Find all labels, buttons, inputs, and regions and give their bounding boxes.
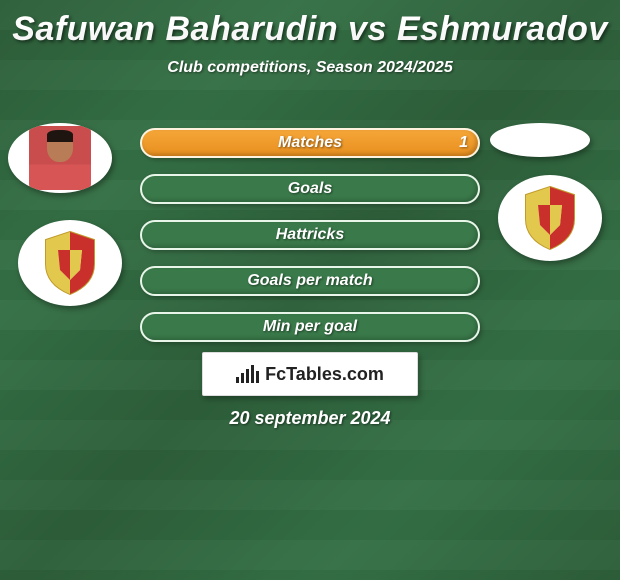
stat-label: Goals per match: [247, 272, 372, 290]
branding-text: FcTables.com: [265, 364, 384, 385]
stat-label: Hattricks: [276, 226, 344, 244]
stat-row-goals: Goals: [0, 166, 620, 212]
stat-row-hattricks: Hattricks: [0, 212, 620, 258]
stat-label: Matches: [278, 134, 342, 152]
page-title: Safuwan Baharudin vs Eshmuradov: [0, 0, 620, 49]
stat-label: Goals: [288, 180, 332, 198]
stat-label: Min per goal: [263, 318, 357, 336]
stat-row-matches: Matches 1: [0, 120, 620, 166]
page-subtitle: Club competitions, Season 2024/2025: [0, 59, 620, 77]
branding-box: FcTables.com: [202, 352, 418, 396]
footer-date: 20 september 2024: [0, 408, 620, 429]
stats-area: Matches 1 Goals Hattricks Goals per matc…: [0, 120, 620, 350]
stat-bar-goals: Goals: [140, 174, 480, 204]
stat-bar-matches: Matches 1: [140, 128, 480, 158]
stat-bar-mpg: Min per goal: [140, 312, 480, 342]
stat-value-right: 1: [459, 134, 468, 152]
stat-bar-gpm: Goals per match: [140, 266, 480, 296]
bars-icon: [236, 365, 259, 383]
stat-bar-hattricks: Hattricks: [140, 220, 480, 250]
stat-row-gpm: Goals per match: [0, 258, 620, 304]
stat-row-mpg: Min per goal: [0, 304, 620, 350]
